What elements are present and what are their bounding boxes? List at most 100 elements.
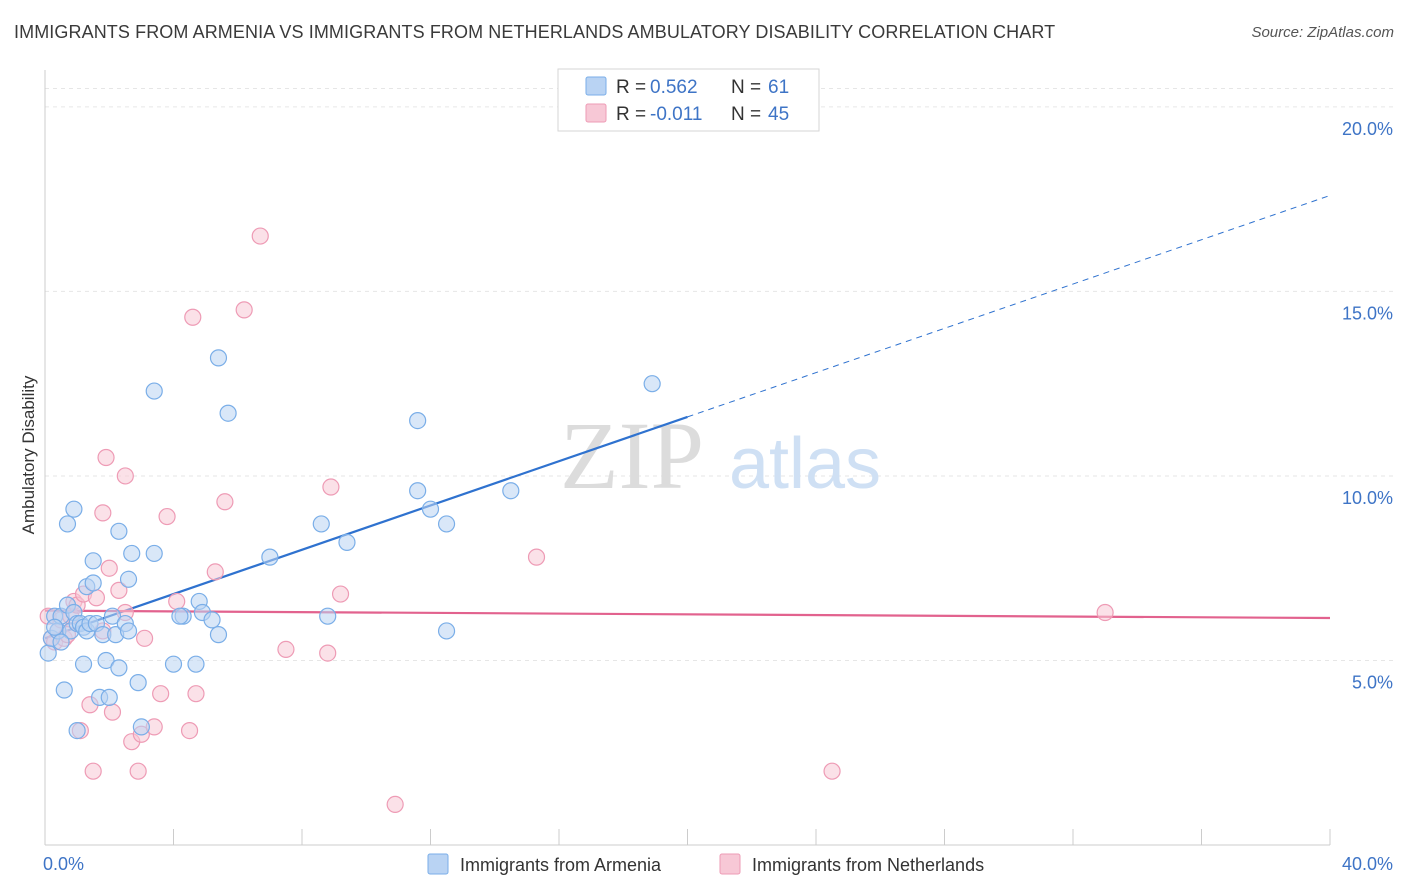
y-tick-label: 10.0% (1342, 488, 1393, 508)
data-point (171, 607, 189, 625)
data-point (1096, 603, 1114, 622)
data-point (312, 515, 330, 533)
data-point (437, 622, 456, 640)
legend-swatch (585, 76, 607, 96)
data-points (39, 227, 1114, 814)
legend-swatch (585, 103, 607, 123)
data-point (135, 629, 154, 647)
legend-r-label: R = (616, 104, 646, 125)
data-point (65, 500, 83, 518)
legend-n-value: 61 (768, 77, 789, 98)
trend-lines (44, 195, 1331, 640)
data-point (145, 382, 163, 400)
data-point (322, 478, 340, 496)
gridlines (45, 87, 1395, 661)
data-point (119, 622, 138, 640)
trend-line-netherlands (44, 609, 1331, 620)
data-point (251, 227, 269, 245)
data-point (119, 570, 138, 588)
data-point (180, 721, 199, 740)
data-point (46, 618, 64, 636)
legend-r-value: -0.011 (650, 104, 702, 125)
data-point (84, 552, 102, 570)
data-point (129, 762, 147, 780)
data-point (184, 308, 202, 326)
data-point (94, 504, 112, 522)
data-point (152, 685, 170, 703)
bottom-legend-swatch (719, 853, 741, 875)
data-point (84, 574, 102, 592)
data-point (39, 644, 57, 662)
data-point (277, 640, 295, 659)
data-point (203, 611, 221, 629)
data-point (123, 544, 141, 563)
chart-title: IMMIGRANTS FROM ARMENIA VS IMMIGRANTS FR… (14, 22, 1056, 42)
source-label: Source: ZipAtlas.com (1251, 24, 1394, 41)
legend-n-value: 45 (768, 104, 789, 125)
data-point (409, 482, 427, 500)
data-point (158, 507, 176, 526)
axes: 5.0% 10.0% 15.0% 20.0% 0.0% 40.0% (43, 70, 1393, 874)
data-point (97, 448, 115, 467)
data-point (116, 467, 134, 485)
data-point (103, 607, 122, 625)
data-point (55, 681, 73, 699)
data-point (58, 515, 77, 533)
bottom-legend-swatch (427, 853, 449, 875)
data-point (409, 411, 427, 430)
data-point (52, 633, 70, 651)
data-point (235, 301, 253, 319)
data-point (502, 482, 520, 500)
data-point (209, 626, 228, 644)
x-tick-label-right: 40.0% (1342, 854, 1393, 874)
data-point (97, 651, 115, 670)
legend-r-value: 0.562 (650, 77, 698, 98)
data-point (527, 548, 546, 566)
data-point (319, 607, 337, 625)
data-point (338, 533, 356, 551)
data-point (187, 685, 205, 703)
data-point (110, 659, 128, 677)
y-tick-label: 5.0% (1352, 672, 1393, 692)
data-point (68, 721, 86, 740)
y-tick-label: 20.0% (1342, 119, 1393, 139)
trend-line-armenia-extension (687, 195, 1331, 418)
data-point (100, 559, 118, 577)
data-point (168, 592, 186, 611)
data-point (110, 581, 128, 599)
bottom-legend-label: Immigrants from Armenia (460, 855, 662, 875)
watermark-atlas: atlas (729, 424, 881, 504)
legend-n-label: N = (731, 104, 761, 125)
data-point (132, 718, 150, 736)
legend-r-label: R = (616, 77, 646, 98)
data-point (319, 644, 337, 662)
legend-n-label: N = (731, 77, 761, 98)
data-point (421, 500, 440, 518)
x-tick-label-left: 0.0% (43, 854, 84, 874)
data-point (103, 703, 122, 721)
bottom-legend-label: Immigrants from Netherlands (752, 855, 984, 875)
data-point (84, 762, 102, 780)
data-point (386, 795, 404, 814)
data-point (187, 655, 205, 673)
data-point (110, 522, 128, 540)
data-point (437, 515, 456, 533)
y-axis-label: Ambulatory Disability (19, 375, 38, 534)
data-point (216, 493, 234, 511)
data-point (209, 349, 228, 367)
data-point (164, 655, 183, 673)
y-tick-label: 15.0% (1342, 303, 1393, 323)
trend-line-armenia (44, 415, 688, 640)
data-point (823, 762, 841, 780)
data-point (643, 375, 661, 393)
watermark: ZIP atlas (560, 402, 881, 509)
data-point (74, 655, 93, 673)
data-point (331, 585, 350, 603)
data-point (219, 404, 237, 422)
data-point (145, 544, 163, 563)
data-point (129, 674, 147, 692)
data-point (261, 548, 279, 566)
data-point (100, 688, 118, 706)
bottom-legend: Immigrants from Armenia Immigrants from N… (427, 853, 984, 875)
